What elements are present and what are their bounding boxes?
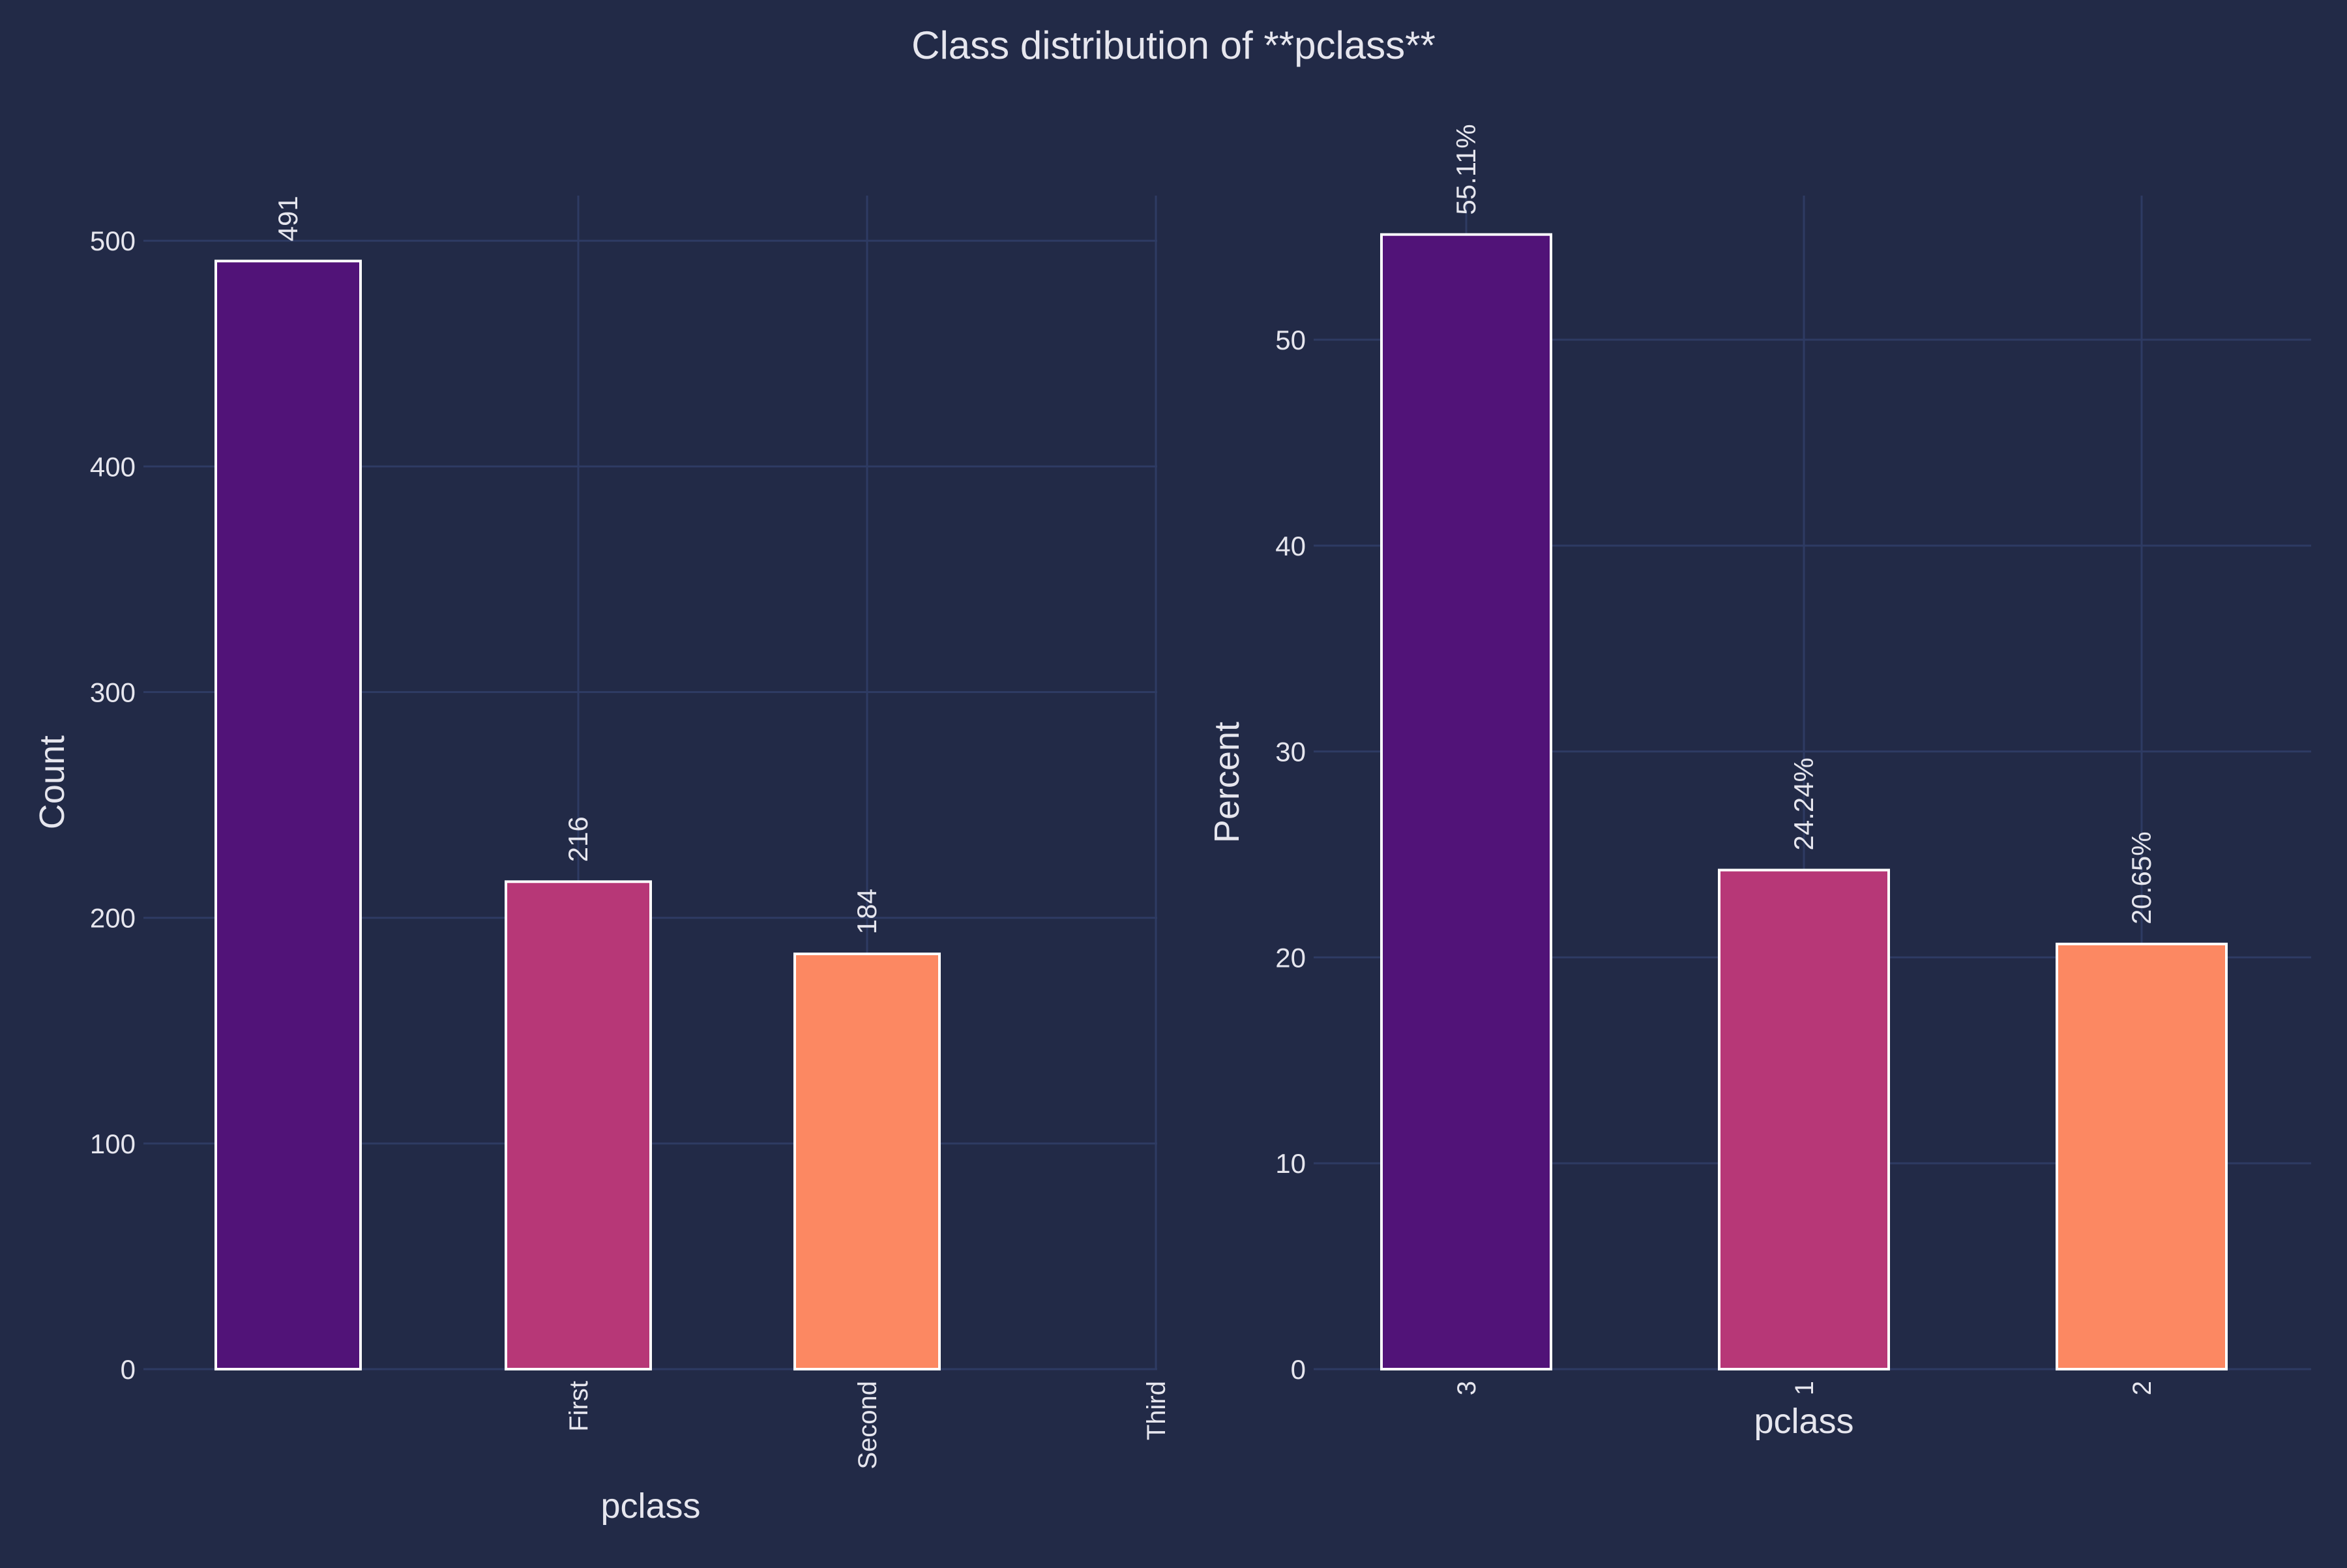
- y-tick-label: 0: [121, 1354, 136, 1385]
- y-axis-label: Percent: [1207, 722, 1247, 843]
- x-axis-label: pclass: [1754, 1402, 1853, 1441]
- x-tick-label: 1: [1790, 1381, 1819, 1395]
- y-tick-label: 0: [1291, 1354, 1306, 1385]
- count-chart-panel: 0 100 200 300 400 500 491 216 184 First Second Thir…: [33, 196, 1171, 1526]
- bar: [214, 259, 362, 1370]
- figure-title: Class distribution of **pclass**: [911, 23, 1436, 67]
- bar-value-label: 491: [273, 196, 303, 241]
- bar-value-label: 20.65%: [2126, 831, 2157, 924]
- y-tick-label: 400: [90, 451, 136, 482]
- bar-value-label: 184: [851, 889, 882, 934]
- x-tick-label: 2: [2128, 1381, 2157, 1395]
- bar: [2056, 942, 2228, 1371]
- y-axis-label: Count: [33, 735, 72, 829]
- bar-value-label: 55.11%: [1451, 124, 1481, 214]
- x-tick-label: Second: [853, 1381, 882, 1470]
- bar: [505, 880, 652, 1371]
- y-tick-label: 30: [1275, 737, 1306, 767]
- percent-chart-panel: 0 10 20 30 40 50 55.11% 24.24% 20.65% 3 1 2 pclass Pe…: [1207, 124, 2311, 1441]
- bar-value-label: 216: [563, 816, 593, 862]
- y-tick-label: 10: [1275, 1148, 1306, 1179]
- y-tick-label: 200: [90, 903, 136, 934]
- x-axis-label: pclass: [600, 1487, 700, 1526]
- y-tick-label: 300: [90, 677, 136, 708]
- x-tick-label: 3: [1453, 1381, 1481, 1395]
- y-tick-label: 40: [1275, 531, 1306, 561]
- bar: [1718, 868, 1890, 1371]
- x-tick-label: First: [565, 1381, 593, 1432]
- bar: [793, 953, 941, 1370]
- bar: [1380, 233, 1552, 1370]
- x-tick-label: Third: [1142, 1381, 1171, 1440]
- y-tick-label: 500: [90, 226, 136, 256]
- y-tick-label: 50: [1275, 325, 1306, 355]
- y-tick-label: 20: [1275, 942, 1306, 973]
- bar-value-label: 24.24%: [1788, 758, 1819, 850]
- y-tick-label: 100: [90, 1129, 136, 1159]
